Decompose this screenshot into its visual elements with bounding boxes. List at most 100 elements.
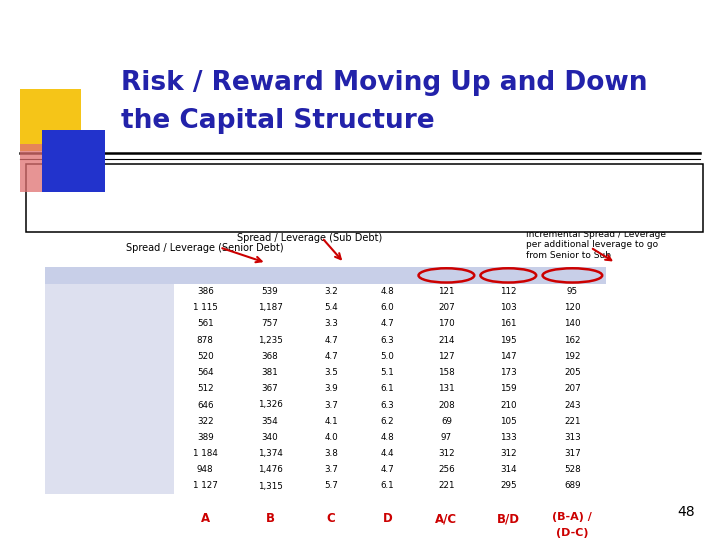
Text: 386: 386 [197, 287, 214, 296]
Text: 4.7: 4.7 [324, 336, 338, 345]
Text: 69: 69 [441, 417, 452, 426]
Text: 207: 207 [438, 303, 455, 312]
Text: 161: 161 [500, 320, 516, 328]
Text: 170: 170 [438, 320, 455, 328]
Text: 3.7: 3.7 [324, 465, 338, 474]
Text: 512: 512 [197, 384, 214, 393]
Text: 192: 192 [564, 352, 580, 361]
Text: Sen Spd: Sen Spd [184, 271, 226, 280]
Text: 133: 133 [500, 433, 517, 442]
Text: 243: 243 [564, 401, 581, 409]
Text: Lecta: Lecta [50, 465, 76, 474]
Text: 112: 112 [500, 287, 516, 296]
Text: 1,315: 1,315 [258, 482, 282, 490]
Text: 140: 140 [564, 320, 581, 328]
Text: C: C [327, 512, 336, 525]
Text: Sub S/L: Sub S/L [490, 271, 527, 280]
Text: 354: 354 [261, 417, 279, 426]
Text: Sub Spd: Sub Spd [249, 271, 291, 280]
Text: 5.1: 5.1 [380, 368, 395, 377]
Text: Sen S/L: Sen S/L [428, 271, 465, 280]
Text: 689: 689 [564, 482, 581, 490]
Text: 3.5: 3.5 [324, 368, 338, 377]
Text: 5.7: 5.7 [324, 482, 338, 490]
Text: NXP: NXP [50, 336, 68, 345]
Text: 208: 208 [438, 401, 455, 409]
Text: Grohe: Grohe [50, 368, 79, 377]
Text: 162: 162 [564, 336, 580, 345]
Text: 1,326: 1,326 [258, 401, 282, 409]
Text: 205: 205 [564, 368, 581, 377]
Text: Sub Lv: Sub Lv [370, 271, 405, 280]
Text: 368: 368 [261, 352, 279, 361]
Text: Sen Lv: Sen Lv [314, 271, 348, 280]
Text: Spread / Leverage (Sub Debt): Spread / Leverage (Sub Debt) [237, 233, 382, 244]
Text: 389: 389 [197, 433, 214, 442]
Text: 131: 131 [438, 384, 455, 393]
Text: 646: 646 [197, 401, 213, 409]
Text: 195: 195 [500, 336, 517, 345]
Text: 3.2: 3.2 [324, 287, 338, 296]
Text: 6.1: 6.1 [381, 482, 394, 490]
Text: 5.4: 5.4 [324, 303, 338, 312]
Text: 948: 948 [197, 465, 214, 474]
Text: 147: 147 [500, 352, 517, 361]
Text: B: B [266, 512, 274, 525]
Text: 4.7: 4.7 [380, 465, 395, 474]
Text: 4.7: 4.7 [380, 320, 395, 328]
Text: 6.0: 6.0 [380, 303, 395, 312]
Text: Fdcon: Fdcon [50, 482, 79, 490]
Text: 1,187: 1,187 [258, 303, 282, 312]
Text: 4.8: 4.8 [380, 433, 395, 442]
Text: 158: 158 [438, 368, 455, 377]
Text: Cevo: Cevo [50, 303, 72, 312]
Text: 1,235: 1,235 [258, 336, 282, 345]
Text: D: D [382, 512, 392, 525]
Text: 103: 103 [500, 303, 517, 312]
Text: Crognis: Crognis [50, 433, 87, 442]
Text: Europcar: Europcar [50, 449, 94, 458]
Text: Risk / Reward Moving Up and Down: Risk / Reward Moving Up and Down [121, 70, 647, 96]
Text: Unitymedia: Unitymedia [50, 287, 100, 296]
Text: 312: 312 [438, 449, 455, 458]
Text: 312: 312 [500, 449, 517, 458]
Text: 95: 95 [567, 287, 578, 296]
Text: Wind Hellas: Wind Hellas [50, 401, 109, 409]
Text: 6.3: 6.3 [380, 401, 395, 409]
Text: 221: 221 [438, 482, 454, 490]
Text: ISS: ISS [50, 417, 66, 426]
Text: 1 184: 1 184 [193, 449, 217, 458]
Text: 878: 878 [197, 336, 214, 345]
Text: 6.3: 6.3 [380, 336, 395, 345]
Text: 1 127: 1 127 [193, 482, 217, 490]
Text: 207: 207 [564, 384, 581, 393]
Text: 4.0: 4.0 [324, 433, 338, 442]
Text: B/D: B/D [497, 512, 520, 525]
Text: 564: 564 [197, 368, 214, 377]
Text: 317: 317 [564, 449, 581, 458]
Text: Impress: Impress [50, 320, 89, 328]
Text: 340: 340 [261, 433, 279, 442]
Text: 3.3: 3.3 [324, 320, 338, 328]
Text: 4.1: 4.1 [325, 417, 338, 426]
Text: 127: 127 [438, 352, 455, 361]
Text: 4.4: 4.4 [381, 449, 394, 458]
Text: (D-C): (D-C) [556, 528, 589, 538]
Text: 322: 322 [197, 417, 214, 426]
Text: 4.7: 4.7 [324, 352, 338, 361]
Text: 6.1: 6.1 [381, 384, 394, 393]
Text: 120: 120 [564, 303, 581, 312]
Text: 6.2: 6.2 [381, 417, 394, 426]
Text: 539: 539 [261, 287, 279, 296]
Text: 221: 221 [564, 417, 580, 426]
Text: 561: 561 [197, 320, 214, 328]
Text: 48: 48 [678, 505, 695, 519]
Text: 214: 214 [438, 336, 454, 345]
Text: 295: 295 [500, 482, 517, 490]
Text: Incremental Spread / Leverage
per additional leverage to go
from Senior to Sub: Incremental Spread / Leverage per additi… [526, 230, 665, 260]
Text: A/C: A/C [436, 512, 457, 525]
Text: 757: 757 [261, 320, 279, 328]
Text: the Capital Structure: the Capital Structure [121, 108, 435, 134]
Text: : Moving Lower – from Senior to: : Moving Lower – from Senior to [326, 172, 556, 185]
Text: Example Intra Capital Structure: Example Intra Capital Structure [43, 172, 271, 185]
